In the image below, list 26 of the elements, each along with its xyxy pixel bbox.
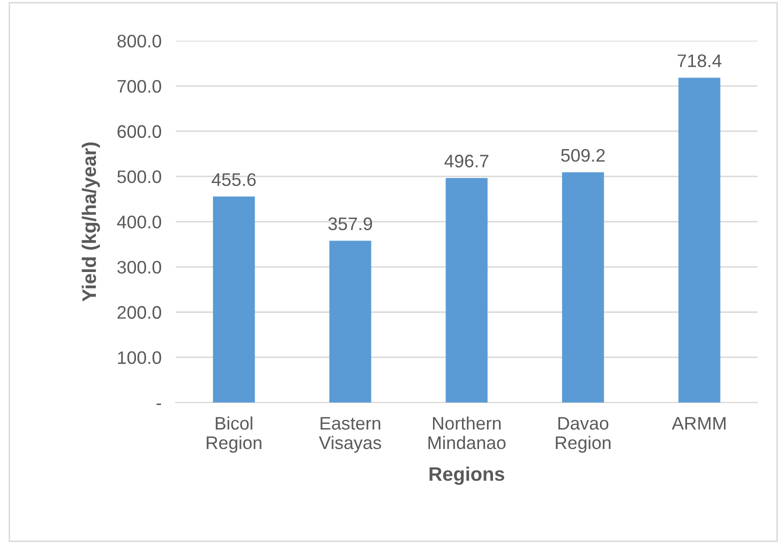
y-tick-label: -: [156, 404, 162, 406]
bar: [678, 78, 720, 403]
data-label: 357.9: [328, 217, 372, 230]
y-tick-label: 700.0: [118, 80, 162, 93]
bar: [329, 240, 372, 403]
x-tick-label: Davao Region: [556, 417, 610, 453]
y-tick-label: 100.0: [118, 351, 162, 364]
y-tick-label: 600.0: [118, 125, 162, 138]
x-tick-label: ARMM: [672, 417, 726, 430]
x-tick-label: Bicol Region: [206, 416, 262, 453]
data-label: 455.6: [212, 173, 256, 186]
y-tick-label: 400.0: [117, 216, 162, 228]
data-label: 718.4: [678, 54, 722, 68]
bar: [562, 172, 604, 403]
data-label: 496.7: [444, 154, 488, 168]
y-tick-label: 300.0: [117, 260, 162, 274]
y-tick-label: 500.0: [117, 170, 162, 184]
bar: [212, 196, 255, 403]
y-tick-label: 800.0: [117, 34, 162, 48]
x-tick-label: Northern Mindanao: [428, 416, 506, 450]
y-axis-title: Yield (kg/ha/year): [82, 142, 100, 302]
y-tick-label: 200.0: [118, 306, 162, 319]
data-label: 509.2: [561, 149, 605, 162]
bar: [446, 178, 488, 403]
x-axis-title: Regions: [430, 466, 504, 485]
x-tick-label: Eastern Visayas: [318, 417, 382, 453]
